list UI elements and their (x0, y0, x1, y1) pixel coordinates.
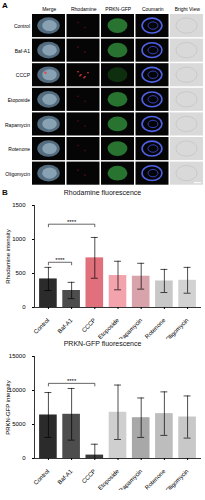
html-text:PRKN-GFP fluorescence: PRKN-GFP fluorescence (63, 340, 142, 347)
svg-text:Control: Control (14, 23, 30, 29)
svg-text:15000: 15000 (9, 353, 26, 359)
svg-text:Etoposide: Etoposide (97, 468, 121, 490)
svg-text:Baf-A1: Baf-A1 (56, 317, 74, 335)
svg-text:CCCP: CCCP (81, 317, 97, 333)
svg-text:Merge: Merge (42, 6, 56, 12)
svg-text:****: **** (55, 257, 65, 263)
html-text:B: B (2, 188, 8, 197)
svg-text:Oligomycin: Oligomycin (164, 317, 189, 339)
svg-text:Coumarin: Coumarin (142, 6, 164, 12)
svg-text:Bright View: Bright View (175, 6, 201, 12)
svg-text:PRKN-GFP: PRKN-GFP (105, 6, 132, 12)
svg-text:1000: 1000 (12, 236, 26, 242)
svg-text:Rapamycin: Rapamycin (5, 122, 30, 128)
svg-text:Rapamycin: Rapamycin (118, 317, 143, 339)
svg-text:Control: Control (33, 317, 51, 335)
svg-text:Rotenone: Rotenone (8, 146, 30, 152)
svg-text:Rapamycin: Rapamycin (118, 468, 143, 490)
svg-text:Rotenone: Rotenone (144, 468, 167, 490)
svg-text:PRKN-GFP intensity: PRKN-GFP intensity (5, 380, 11, 435)
svg-text:Oligomycin: Oligomycin (5, 171, 30, 177)
svg-text:****: **** (67, 219, 77, 225)
svg-text:Etoposide: Etoposide (97, 317, 121, 339)
svg-text:Rhodamine: Rhodamine (71, 6, 97, 12)
svg-text:Control: Control (33, 468, 51, 486)
svg-text:Baf-A1: Baf-A1 (15, 48, 31, 54)
svg-text:Etoposide: Etoposide (8, 97, 30, 103)
svg-text:1500: 1500 (12, 202, 26, 208)
svg-text:10000: 10000 (9, 387, 26, 393)
svg-text:0: 0 (22, 455, 26, 461)
svg-text:5000: 5000 (12, 421, 26, 427)
svg-text:****: **** (67, 378, 77, 384)
html-text:Rhodamine fluorescence: Rhodamine fluorescence (63, 189, 142, 196)
svg-text:Rhodamine intensity: Rhodamine intensity (5, 229, 11, 283)
svg-text:500: 500 (15, 270, 26, 276)
svg-text:Rotenone: Rotenone (144, 317, 167, 339)
svg-text:0: 0 (22, 304, 26, 310)
svg-text:A: A (2, 1, 8, 10)
svg-text:CCCP: CCCP (81, 468, 97, 484)
svg-text:Oligomycin: Oligomycin (164, 468, 189, 490)
svg-text:CCCP: CCCP (16, 72, 31, 78)
svg-text:Baf-A1: Baf-A1 (56, 468, 74, 486)
